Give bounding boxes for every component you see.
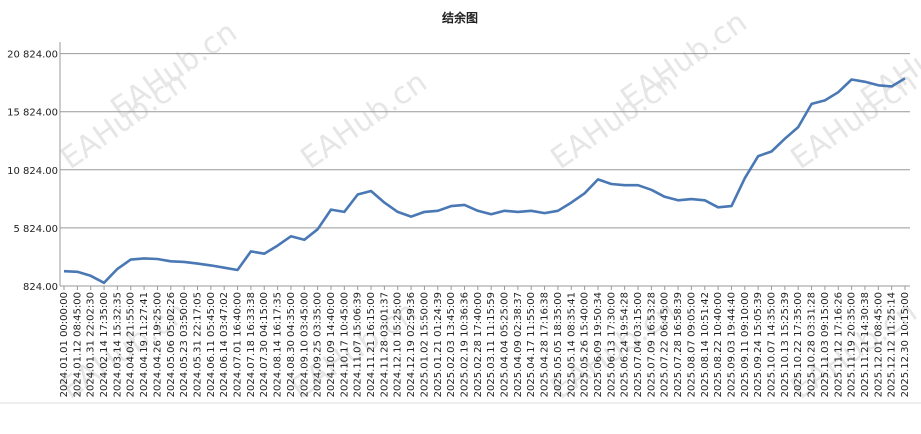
x-tick-label: 2024.06.14 03:47:02 — [219, 292, 230, 397]
chart-title: 结余图 — [442, 10, 478, 25]
x-tick-label: 2025.06.24 19:54:28 — [620, 292, 631, 397]
x-tick-label: 2024.01.31 22:02:30 — [86, 292, 97, 397]
x-tick-label: 2025.09.11 09:10:00 — [740, 292, 751, 397]
x-tick-label: 2024.09.25 03:35:00 — [313, 292, 324, 397]
x-tick-label: 2024.11.21 16:15:00 — [366, 292, 377, 397]
x-tick-label: 2024.05.31 22:17:05 — [192, 292, 203, 397]
y-tick-label: 824.00 — [23, 282, 58, 293]
watermark: EAHub.cn — [105, 15, 244, 127]
x-tick-label: 2025.10.07 14:35:00 — [767, 292, 778, 397]
x-tick-label: 2025.09.03 19:44:40 — [726, 292, 737, 397]
x-tick-label: 2025.07.04 03:15:00 — [633, 292, 644, 397]
x-tick-label: 2024.01.01 00:00:00 — [59, 292, 70, 397]
x-tick-label: 2025.05.26 15:40:00 — [580, 292, 591, 397]
x-tick-label: 2024.10.09 14:40:00 — [326, 292, 337, 397]
x-tick-label: 2024.06.11 05:45:00 — [206, 292, 217, 397]
x-tick-label: 2024.12.10 15:25:00 — [393, 292, 404, 397]
x-tick-label: 2025.07.22 06:45:00 — [660, 292, 671, 397]
x-tick-label: 2025.07.09 16:53:28 — [646, 292, 657, 397]
x-tick-label: 2025.04.04 05:25:00 — [500, 292, 511, 397]
x-tick-label: 2025.11.03 09:15:00 — [820, 292, 831, 397]
x-tick-label: 2025.04.28 17:16:38 — [540, 292, 551, 397]
x-tick-label: 2025.11.12 17:16:26 — [833, 292, 844, 397]
x-tick-label: 2025.08.22 10:40:00 — [713, 292, 724, 397]
y-tick-label: 15 824.00 — [7, 108, 58, 119]
x-tick-label: 2024.07.30 04:15:00 — [259, 292, 270, 397]
x-tick-label: 2025.04.17 11:55:00 — [526, 292, 537, 397]
x-tick-label: 2024.11.28 03:01:37 — [379, 292, 390, 397]
x-tick-label: 2025.01.21 01:24:39 — [433, 292, 444, 397]
x-tick-label: 2025.06.09 19:50:34 — [593, 292, 604, 397]
x-tick-label: 2024.03.14 15:32:35 — [112, 292, 123, 397]
x-tick-label: 2025.02.03 13:45:00 — [446, 292, 457, 397]
x-tick-label: 2024.08.14 16:17:35 — [273, 292, 284, 397]
x-tick-label: 2025.01.02 15:50:00 — [419, 292, 430, 397]
x-tick-label: 2024.02.14 17:35:00 — [99, 292, 110, 397]
x-tick-label: 2025.05.14 08:35:41 — [566, 292, 577, 397]
x-tick-label: 2025.02.19 10:36:36 — [459, 292, 470, 397]
line-series — [63, 77, 906, 285]
x-tick-label: 2025.05.05 18:35:00 — [553, 292, 564, 397]
x-tick-label: 2025.12.01 08:45:00 — [873, 292, 884, 397]
y-tick-label: 5 824.00 — [13, 224, 58, 235]
x-tick-label: 2024.05.06 05:02:26 — [166, 292, 177, 397]
x-tick-label: 2024.10.17 10:45:00 — [339, 292, 350, 397]
x-tick-label: 2025.09.24 15:05:39 — [753, 292, 764, 397]
x-tick-label: 2024.04.19 11:27:41 — [139, 292, 150, 397]
x-tick-label: 2025.04.09 02:38:37 — [513, 292, 524, 397]
x-tick-label: 2025.07.28 16:58:39 — [673, 292, 684, 397]
x-tick-label: 2025.10.22 17:35:00 — [793, 292, 804, 397]
x-tick-label: 2024.04.04 21:55:00 — [126, 292, 137, 397]
y-tick-label: 20 824.00 — [7, 50, 58, 61]
x-tick-label: 2024.05.23 03:50:00 — [179, 292, 190, 397]
x-tick-label: 2025.08.14 10:51:42 — [700, 292, 711, 397]
x-tick-label: 2024.09.10 03:45:00 — [299, 292, 310, 397]
x-tick-label: 2025.10.13 15:25:39 — [780, 292, 791, 397]
watermark: EAHub.cn — [615, 5, 754, 117]
x-tick-label: 2024.11.07 15:06:39 — [353, 292, 364, 397]
y-tick-label: 10 824.00 — [7, 166, 58, 177]
x-tick-label: 2025.11.19 20:35:00 — [847, 292, 858, 397]
watermark: EAHub.cn — [295, 65, 434, 177]
x-tick-label: 2025.10.28 03:31:28 — [807, 292, 818, 397]
x-tick-label: 2024.01.12 08:45:00 — [72, 292, 83, 397]
x-tick-label: 2024.04.26 19:25:00 — [152, 292, 163, 397]
x-tick-label: 2025.11.21 14:30:38 — [860, 292, 871, 397]
x-tick-label: 2025.06.13 17:30:00 — [606, 292, 617, 397]
x-tick-label: 2024.07.18 16:33:38 — [246, 292, 257, 397]
x-tick-label: 2025.02.28 17:40:00 — [473, 292, 484, 397]
x-tick-label: 2025.08.07 09:05:00 — [686, 292, 697, 397]
x-tick-label: 2024.08.30 04:35:00 — [286, 292, 297, 397]
x-tick-label: 2025.03.11 11:15:59 — [486, 292, 497, 397]
x-tick-label: 2024.12.19 02:59:36 — [406, 292, 417, 397]
x-tick-label: 2025.12.12 11:25:14 — [887, 292, 898, 397]
x-tick-label: 2024.07.01 16:40:00 — [233, 292, 244, 397]
x-tick-label: 2025.12.30 10:15:00 — [900, 292, 911, 397]
